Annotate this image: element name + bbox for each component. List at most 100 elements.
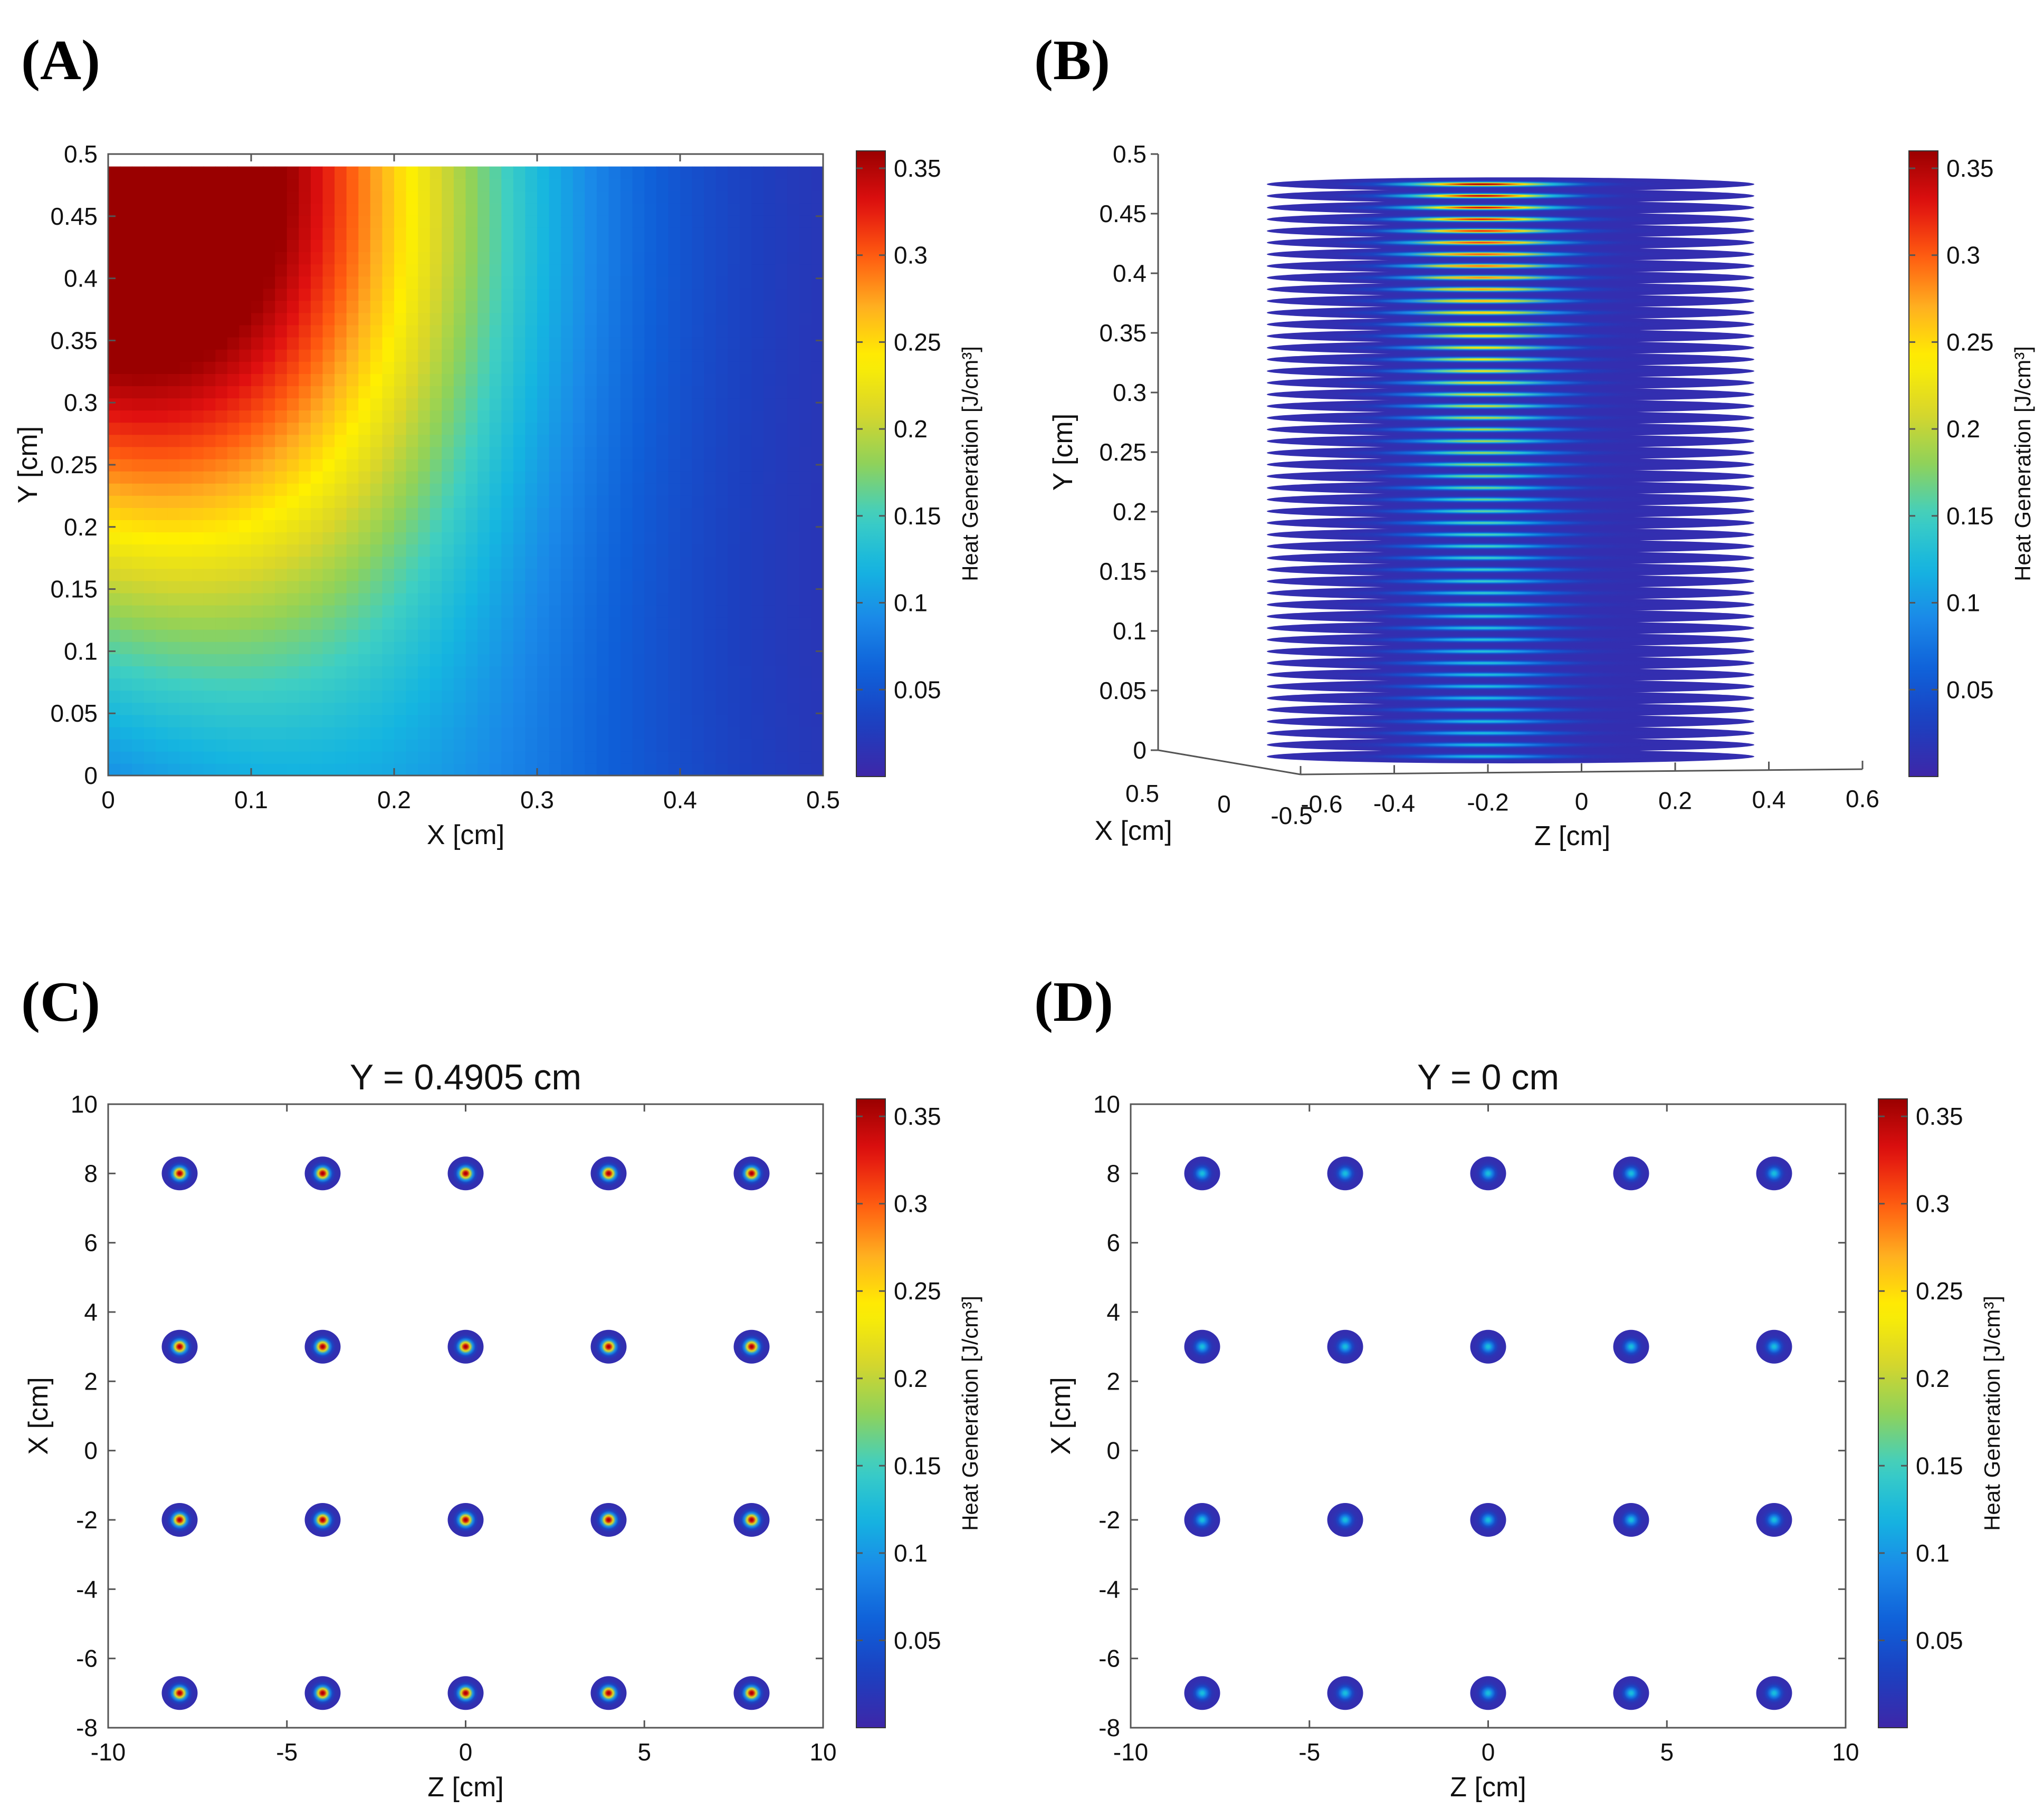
heat-cell	[572, 642, 586, 654]
heat-cell	[286, 252, 300, 265]
heat-cell	[406, 349, 418, 362]
heat-cell	[763, 288, 776, 301]
heat-cell	[799, 398, 812, 411]
heat-cell	[537, 605, 550, 618]
heat-cell	[215, 702, 228, 715]
heat-cell	[215, 617, 228, 630]
heat-cell	[418, 520, 431, 532]
heat-cell	[335, 751, 347, 764]
heat-spot	[1470, 1156, 1506, 1191]
heat-cell	[668, 288, 681, 301]
heat-cell	[715, 629, 729, 642]
heat-cell	[513, 605, 526, 618]
heat-cell	[418, 751, 431, 764]
x-tick-label: -10	[91, 1738, 126, 1766]
heat-cell	[227, 678, 240, 691]
heat-cell	[394, 556, 407, 569]
heat-cell	[715, 580, 729, 593]
heat-cell	[728, 361, 740, 374]
heat-cell	[728, 690, 740, 703]
heat-cell	[156, 726, 168, 740]
heat-cell	[811, 166, 824, 179]
heat-cell	[715, 666, 729, 679]
heat-cell	[406, 312, 418, 325]
heat-cell	[644, 714, 657, 727]
heat-cell	[728, 178, 740, 192]
heat-cell	[680, 361, 693, 374]
heat-cell	[561, 556, 574, 569]
heat-cell	[108, 337, 121, 350]
disc-slice	[1267, 224, 1754, 238]
heat-cell	[322, 337, 335, 350]
heat-cell	[215, 508, 228, 520]
disc-slice	[1267, 212, 1754, 226]
heat-cell	[477, 532, 490, 545]
heat-cell	[537, 678, 550, 691]
heat-cell	[572, 629, 586, 642]
y-tick-label: 4	[84, 1298, 98, 1326]
heat-cell	[275, 190, 288, 204]
heat-cell	[346, 386, 359, 399]
heat-cell	[132, 605, 145, 618]
heat-cell	[418, 386, 431, 399]
heat-cell	[572, 471, 586, 484]
heat-cell	[692, 178, 704, 192]
heat-cell	[239, 349, 252, 362]
heat-cell	[453, 252, 466, 265]
heat-cell	[370, 312, 383, 325]
heat-cell	[108, 446, 121, 459]
heat-cell	[525, 288, 538, 301]
heat-cell	[239, 471, 252, 484]
heat-cell	[215, 312, 228, 325]
heat-cell	[203, 190, 216, 204]
heat-cell	[763, 763, 776, 776]
heat-cell	[739, 178, 752, 192]
heat-cell	[501, 690, 514, 703]
heat-cell	[692, 166, 704, 179]
heat-cell	[811, 556, 824, 569]
heat-cell	[156, 592, 168, 606]
heat-cell	[549, 386, 561, 399]
heat-cell	[322, 592, 335, 606]
heat-cell	[394, 520, 407, 532]
heat-cell	[156, 300, 168, 313]
heat-cell	[799, 227, 812, 240]
heat-cell	[251, 726, 264, 740]
heat-cell	[108, 471, 121, 484]
heat-cell	[608, 763, 621, 776]
heat-cell	[251, 714, 264, 727]
heat-cell	[335, 240, 347, 252]
heat-cell	[763, 386, 776, 399]
heat-cell	[811, 508, 824, 520]
heat-cell	[668, 374, 681, 386]
heat-cell	[442, 642, 454, 654]
heat-cell	[585, 446, 597, 459]
heat-cell	[787, 763, 800, 776]
heat-cell	[251, 544, 264, 557]
heat-cell	[465, 483, 478, 496]
heat-spot	[1470, 1329, 1506, 1364]
heat-cell	[382, 386, 395, 399]
heat-cell	[799, 458, 812, 472]
heat-cell	[239, 739, 252, 752]
heat-cell	[429, 739, 443, 752]
heat-cell	[477, 300, 490, 313]
heat-cell	[501, 203, 514, 216]
heat-spot	[1470, 1676, 1506, 1710]
heat-cell	[322, 410, 335, 423]
heat-cell	[585, 240, 597, 252]
heat-cell	[406, 617, 418, 630]
heat-cell	[728, 483, 740, 496]
heat-cell	[227, 629, 240, 642]
heat-cell	[799, 361, 812, 374]
heat-cell	[799, 666, 812, 679]
heat-cell	[429, 349, 443, 362]
heat-cell	[192, 702, 204, 715]
heat-cell	[680, 337, 693, 350]
heat-cell	[656, 422, 669, 435]
heat-cell	[251, 203, 264, 216]
heat-cell	[608, 252, 621, 265]
heat-cell	[537, 166, 550, 179]
heat-cell	[453, 178, 466, 192]
colorbar-tick-label: 0.15	[894, 502, 941, 530]
